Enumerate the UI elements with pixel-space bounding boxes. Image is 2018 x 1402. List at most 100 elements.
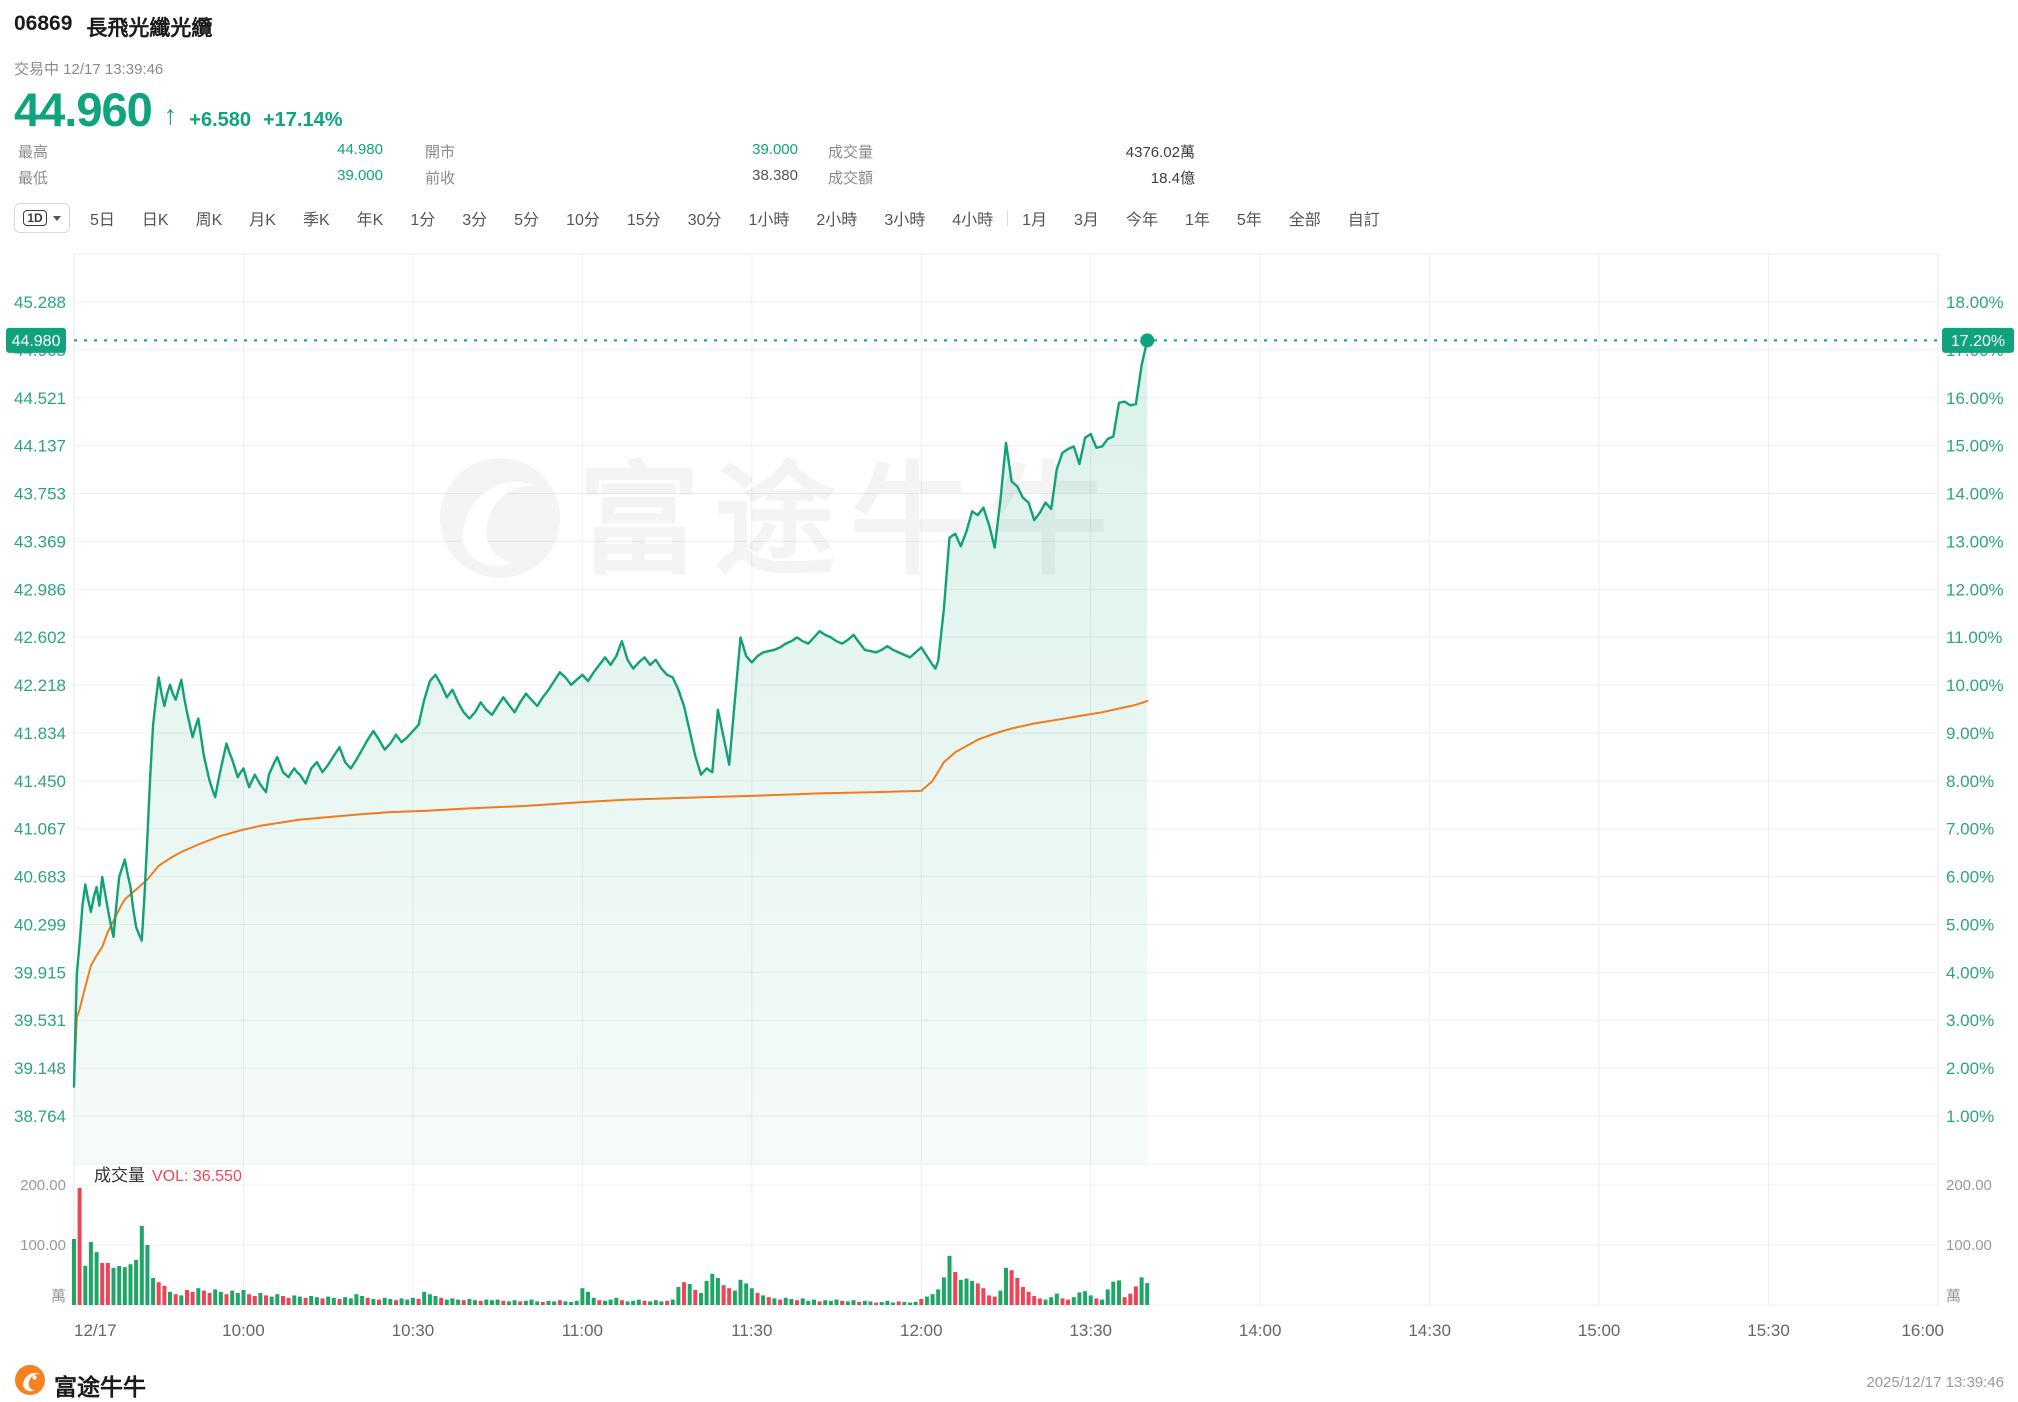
current-price-dot [1140,333,1155,348]
svg-text:42.602: 42.602 [14,628,66,647]
svg-text:18.00%: 18.00% [1946,293,2004,312]
snapshot-timestamp: 2025/12/17 13:39:46 [1866,1374,2004,1391]
svg-text:10:00: 10:00 [222,1321,265,1340]
svg-text:萬: 萬 [1946,1288,1961,1305]
period-tab-17[interactable]: 1月 [1022,206,1047,230]
quote-title: 06869 長飛光纖光纜 [14,12,212,42]
svg-text:40.683: 40.683 [14,868,66,887]
svg-text:11:00: 11:00 [562,1321,603,1340]
period-tab-21[interactable]: 5年 [1237,206,1262,230]
period-tab-20[interactable]: 1年 [1185,206,1210,230]
period-dropdown[interactable]: 1D [14,203,70,233]
svg-text:2.00%: 2.00% [1946,1059,1994,1078]
svg-text:11.00%: 11.00% [1946,628,2002,647]
period-tab-3[interactable]: 月K [249,206,276,230]
svg-text:40.299: 40.299 [14,915,66,934]
svg-text:10:30: 10:30 [392,1321,435,1340]
stock-code: 06869 [14,12,73,35]
tab-group-divider [1007,210,1009,226]
period-tab-22[interactable]: 全部 [1289,206,1321,230]
svg-text:16:00: 16:00 [1901,1321,1944,1340]
svg-text:成交量: 成交量 [94,1166,145,1185]
futu-logo-icon [14,1364,46,1396]
period-tab-2[interactable]: 周K [196,206,223,230]
period-tab-23[interactable]: 自訂 [1348,206,1380,230]
svg-text:41.834: 41.834 [14,724,66,743]
svg-text:4.00%: 4.00% [1946,963,1994,982]
period-tab-11[interactable]: 30分 [688,206,722,230]
svg-text:6.00%: 6.00% [1946,868,1994,887]
period-tab-19[interactable]: 今年 [1126,206,1158,230]
svg-text:44.521: 44.521 [14,389,66,408]
svg-text:13:30: 13:30 [1069,1321,1112,1340]
price-line [72,339,1149,1088]
svg-text:9.00%: 9.00% [1946,724,1994,743]
current-price-badges: 44.980 17.20% [6,327,2014,353]
svg-text:39.531: 39.531 [14,1011,66,1030]
svg-text:41.450: 41.450 [14,772,66,791]
svg-text:13.00%: 13.00% [1946,532,2004,551]
svg-text:200.00: 200.00 [20,1177,66,1194]
svg-text:VOL: 36.550: VOL: 36.550 [152,1168,242,1185]
period-tabs: 5日 日K 周K 月K 季K 年K 1分 3分 5分 10分 15分 30分 1小時 2小時 3小時 4小時 1… [90,201,1407,235]
svg-text:7.00%: 7.00% [1946,820,1994,839]
brand-name: 富途牛牛 [54,1374,146,1400]
percent-axis-labels: 18.00%17.00%16.00%15.00%14.00%13.00%12.0… [1946,293,2004,1126]
svg-text:15:00: 15:00 [1578,1321,1621,1340]
svg-text:39.915: 39.915 [14,963,66,982]
period-dropdown-label: 1D [23,210,47,226]
stat-label-2: 成交量 [828,144,874,161]
svg-text:44.137: 44.137 [14,437,66,456]
stat-value-4: 38.380 [752,167,798,184]
period-tab-8[interactable]: 5分 [514,206,539,230]
trading-status: 交易中 12/17 13:39:46 [14,61,164,78]
stat-value-2: 4376.02萬 [1125,144,1195,161]
stat-label-0: 最高 [18,144,49,161]
svg-text:8.00%: 8.00% [1946,772,1994,791]
svg-text:17.20%: 17.20% [1951,333,2005,350]
price-row: 44.960 ↑ +6.580 +17.14% [14,82,343,137]
svg-text:11:30: 11:30 [731,1321,772,1340]
svg-text:42.218: 42.218 [14,676,66,695]
period-tab-0[interactable]: 5日 [90,206,115,230]
period-tab-15[interactable]: 4小時 [952,206,993,230]
stat-value-0: 44.980 [337,141,383,158]
period-tab-18[interactable]: 3月 [1074,206,1099,230]
period-tab-6[interactable]: 1分 [410,206,435,230]
period-tab-13[interactable]: 2小時 [816,206,857,230]
stat-label-3: 最低 [18,170,49,187]
period-toolbar: 1D 5日 日K 周K 月K 季K 年K 1分 3分 5分 10分 15分 30分 1小時 2小時 3小時 4… [0,201,2018,239]
period-tab-12[interactable]: 1小時 [749,206,790,230]
stat-label-5: 成交額 [828,170,874,187]
svg-text:12:00: 12:00 [900,1321,943,1340]
svg-text:41.067: 41.067 [14,820,66,839]
svg-text:萬: 萬 [51,1288,66,1305]
svg-text:15.00%: 15.00% [1946,437,2004,456]
stat-label-4: 前收 [425,170,456,187]
period-tab-1[interactable]: 日K [142,206,169,230]
stat-value-1: 39.000 [752,141,798,158]
svg-text:38.764: 38.764 [14,1107,66,1126]
period-tab-7[interactable]: 3分 [462,206,487,230]
up-arrow-icon: ↑ [163,100,178,130]
volume-bars [72,1188,1150,1305]
price-axis-labels: 45.28844.90544.52144.13743.75343.36942.9… [14,293,66,1126]
period-tab-5[interactable]: 年K [357,206,384,230]
svg-text:1.00%: 1.00% [1946,1107,1994,1126]
stat-value-3: 39.000 [337,167,383,184]
period-tab-14[interactable]: 3小時 [884,206,925,230]
price-change-percent: +17.14% [263,109,343,131]
svg-text:43.753: 43.753 [14,485,66,504]
svg-text:5.00%: 5.00% [1946,915,1994,934]
stats-grid: 最高 44.980 開市 39.000 成交量 4376.02萬 最低 39.000 前收 38.… [0,141,1260,193]
period-tab-10[interactable]: 15分 [627,206,661,230]
stock-name: 長飛光纖光纜 [86,17,213,40]
svg-text:45.288: 45.288 [14,293,66,312]
period-tab-9[interactable]: 10分 [566,206,600,230]
price-change: +6.580 [189,109,251,131]
svg-text:200.00: 200.00 [1946,1177,1992,1194]
svg-text:42.986: 42.986 [14,580,66,599]
period-tab-4[interactable]: 季K [303,206,330,230]
svg-text:100.00: 100.00 [20,1237,66,1254]
